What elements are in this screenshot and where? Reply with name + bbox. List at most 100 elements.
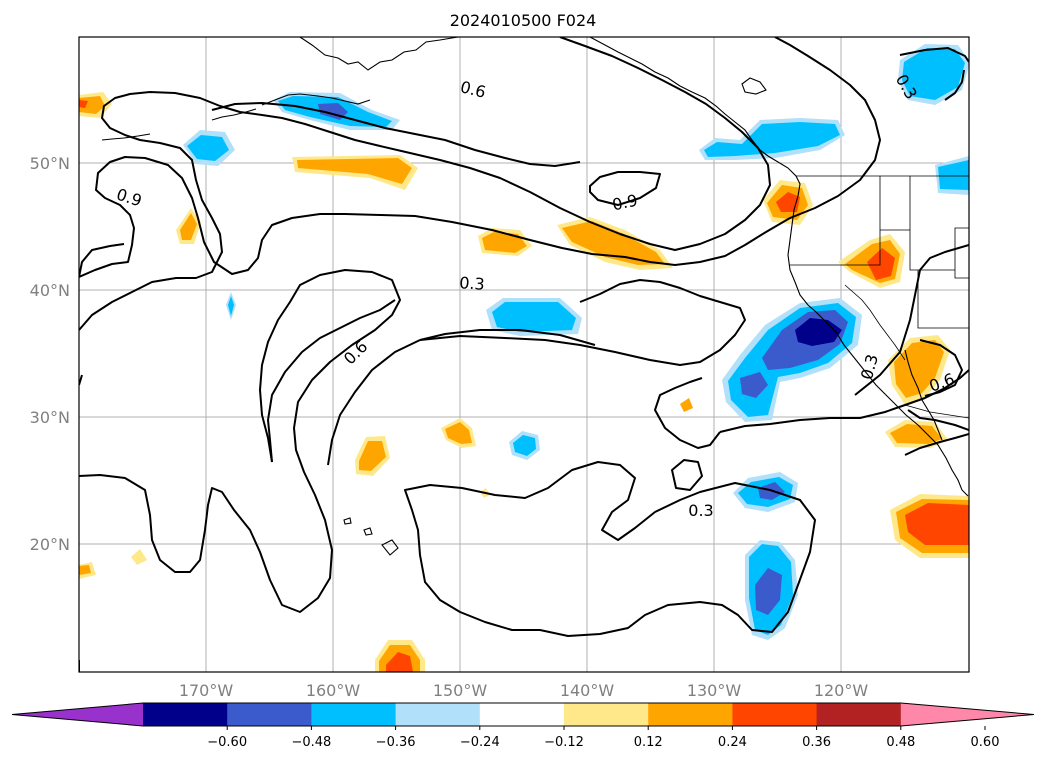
map-frame <box>78 36 970 673</box>
negative-anomaly <box>902 48 965 100</box>
aleutian-coastline <box>211 108 257 121</box>
lon-label-150w: 150°W <box>433 681 488 700</box>
positive-anomaly <box>776 192 800 212</box>
lon-label-130w: 130°W <box>687 681 742 700</box>
colorbar-segment <box>732 703 818 726</box>
contour-line <box>211 102 581 167</box>
contour-line <box>327 339 421 466</box>
contour-line <box>267 299 396 463</box>
colorbar-segment <box>479 703 565 726</box>
contour-line <box>907 409 969 431</box>
positive-anomaly <box>445 422 472 444</box>
coastlines <box>101 37 969 556</box>
colorbar-segment <box>564 703 649 726</box>
shaded-anomalies <box>79 44 969 672</box>
negative-anomaly <box>938 160 969 190</box>
positive-anomaly <box>79 96 105 114</box>
colorbar-segment <box>816 703 902 726</box>
colorbar: −0.60 −0.48 −0.36 −0.24 −0.12 0.12 0.24 0.36 0.4… <box>11 702 1035 750</box>
colorbar-tick-label: −0.12 <box>544 735 584 750</box>
colorbar-outline <box>11 702 1035 727</box>
contour-line <box>404 461 816 637</box>
colorbar-tick-label: 0.12 <box>634 735 663 750</box>
lat-label-50n: 50°N <box>30 154 70 173</box>
colorbar-segment <box>648 703 733 726</box>
contour-line <box>719 369 969 433</box>
colorbar-segment <box>395 703 481 726</box>
colorbar-tick-label: 0.48 <box>886 735 915 750</box>
lon-label-120w: 120°W <box>814 681 869 700</box>
contour-line <box>79 37 881 278</box>
colorbar-extend-low <box>12 703 143 726</box>
contour-line <box>671 459 703 491</box>
contour-label: 0.3 <box>688 501 713 520</box>
positive-anomaly <box>297 158 412 184</box>
contour-label: 0.9 <box>610 191 639 215</box>
island-outline <box>741 77 767 95</box>
lat-label-30n: 30°N <box>30 408 70 427</box>
aleutian-coastline <box>101 133 151 141</box>
colorbar-tick-label: 0.60 <box>971 735 1000 750</box>
alaska-coastline <box>299 37 459 71</box>
positive-anomaly <box>359 441 386 471</box>
positive-anomaly <box>180 213 197 240</box>
colorbar-tick-label: 0.24 <box>718 735 747 750</box>
hawaii-outline <box>343 517 352 525</box>
contour-line <box>944 69 965 101</box>
contour-label: 0.3 <box>459 273 486 294</box>
negative-anomaly <box>228 296 234 316</box>
contour-line <box>589 171 661 206</box>
contour-line <box>419 279 746 366</box>
aleutian-coastline <box>261 93 371 106</box>
contour-line <box>854 244 969 396</box>
positive-anomaly <box>905 503 969 545</box>
colorbar-tick-label: −0.48 <box>291 735 331 750</box>
colorbar-tick-label: 0.36 <box>802 735 831 750</box>
lon-label-140w: 140°W <box>560 681 615 700</box>
state-border <box>917 270 969 329</box>
state-border <box>790 229 955 271</box>
borders <box>790 175 969 419</box>
positive-anomaly <box>131 549 147 565</box>
negative-anomaly <box>740 372 768 398</box>
lon-label-170w: 170°W <box>179 681 234 700</box>
map-area: 0.6 0.9 0.3 0.9 0.3 0.6 0.3 0.3 0.6 <box>79 37 969 672</box>
contour-line <box>79 269 401 613</box>
contour-line <box>419 329 596 346</box>
positive-anomaly <box>79 565 91 575</box>
colorbar-segment <box>311 703 397 726</box>
colorbar-segment <box>143 703 228 726</box>
negative-anomaly <box>492 302 576 332</box>
positive-anomaly <box>562 221 665 265</box>
contour-line <box>904 433 969 456</box>
positive-anomaly <box>867 248 895 280</box>
negative-anomaly <box>795 318 842 346</box>
north-america-coastline <box>589 37 969 497</box>
hawaii-outline <box>381 539 399 556</box>
colorbar-tick-label: −0.36 <box>376 735 416 750</box>
negative-anomaly <box>755 568 782 615</box>
lat-label-40n: 40°N <box>30 281 70 300</box>
negative-anomaly <box>704 122 840 157</box>
negative-anomaly <box>187 135 229 161</box>
state-border <box>844 284 906 361</box>
lon-label-160w: 160°W <box>306 681 361 700</box>
positive-anomaly <box>890 424 942 444</box>
us-mexico-border <box>904 404 969 419</box>
contour-line <box>79 37 771 331</box>
lat-label-20n: 20°N <box>30 535 70 554</box>
latitude-labels: 50°N 40°N 30°N 20°N <box>30 154 70 554</box>
map-title: 2024010500 F024 <box>450 11 597 30</box>
contour-line <box>899 47 969 63</box>
contour-line <box>654 377 721 449</box>
colorbar-extend-high <box>900 703 1034 726</box>
positive-anomaly <box>680 398 693 412</box>
positive-anomaly <box>386 652 413 672</box>
longitude-labels: 170°W 160°W 150°W 140°W 130°W 120°W <box>179 681 869 700</box>
hawaii-outline <box>363 527 373 536</box>
colorbar-tick-label: −0.60 <box>207 735 247 750</box>
contour-lines <box>79 37 969 672</box>
negative-anomaly <box>513 435 536 456</box>
state-border <box>954 227 969 279</box>
